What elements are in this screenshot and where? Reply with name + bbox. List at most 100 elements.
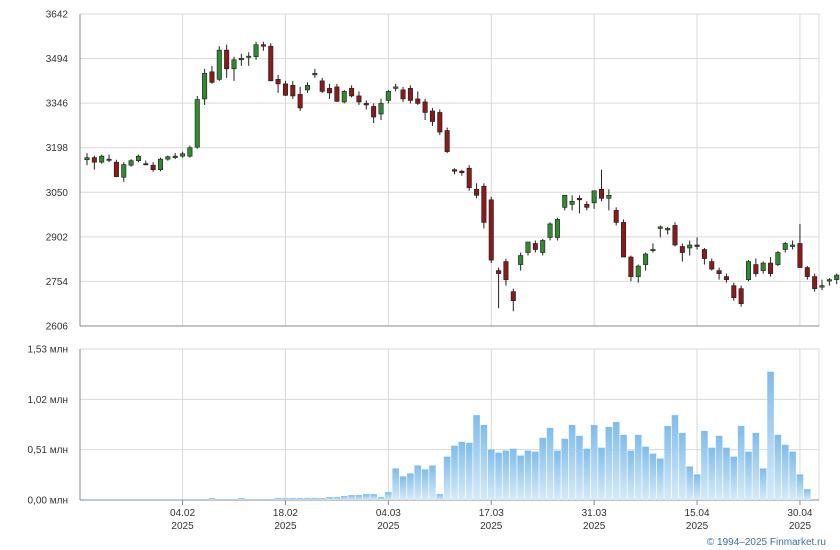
candle	[113, 159, 119, 178]
candle-body	[716, 270, 722, 274]
candle	[282, 80, 288, 96]
candle-body	[393, 86, 399, 89]
volume-y-tick-labels: 1,53 млн 1,02 млн 0,51 млн 0,00 млн	[28, 345, 68, 507]
candle-body	[650, 249, 656, 252]
candle-body	[554, 219, 560, 238]
x-tick-year: 2025	[789, 521, 812, 532]
candle	[554, 217, 560, 241]
volume-bar	[186, 499, 194, 500]
candle-body	[158, 158, 164, 170]
candle-body	[172, 155, 178, 158]
price-grid	[79, 13, 820, 327]
candle	[701, 248, 707, 265]
candle-body	[128, 160, 134, 166]
candle	[826, 278, 832, 286]
candle	[246, 52, 252, 66]
candle-body	[246, 55, 252, 58]
volume-bar	[340, 496, 348, 500]
candle-body	[547, 223, 553, 238]
candle-body	[628, 256, 634, 277]
candle-body	[518, 255, 524, 265]
candle	[165, 155, 171, 161]
candle	[99, 154, 105, 164]
volume-panel: 1,53 млн 1,02 млн 0,51 млн 0,00 млн	[28, 345, 820, 507]
candle	[224, 44, 230, 78]
candle	[613, 207, 619, 226]
x-tick-date: 17.03	[479, 508, 504, 519]
volume-bar	[598, 447, 605, 500]
copyright-text: © 1994–2025 Finmarket.ru	[707, 537, 826, 548]
candle	[356, 91, 362, 105]
volume-bar	[326, 497, 333, 500]
candle-body	[679, 246, 685, 253]
candle	[665, 226, 671, 235]
x-tick-date: 30.04	[787, 508, 812, 519]
x-tick-year: 2025	[171, 521, 194, 532]
candle	[628, 255, 634, 282]
candle-body	[562, 194, 568, 208]
candle-body	[429, 110, 435, 122]
candle-body	[209, 71, 215, 83]
volume-bar	[664, 425, 671, 500]
volume-bar	[392, 468, 399, 500]
candle	[158, 157, 164, 172]
candle-body	[790, 244, 796, 247]
candle	[238, 53, 244, 66]
volume-bar	[487, 449, 495, 500]
candle-body	[665, 228, 671, 231]
volume-bar	[502, 450, 510, 500]
volume-bar	[546, 427, 554, 500]
volume-bar	[171, 499, 179, 500]
candle-body	[694, 244, 700, 247]
candle	[275, 74, 281, 93]
candle-body	[378, 103, 384, 115]
candle-body	[834, 274, 840, 280]
candle	[562, 194, 568, 211]
price-y-tick: 3642	[46, 10, 69, 21]
candle-body	[327, 88, 333, 94]
candle-body	[745, 261, 751, 280]
candle	[106, 154, 112, 163]
volume-bar	[473, 415, 480, 500]
candle	[621, 219, 627, 258]
candle-body	[312, 73, 318, 76]
candle	[731, 282, 737, 301]
candle	[444, 127, 450, 154]
candle	[209, 65, 215, 84]
price-y-tick: 3346	[46, 99, 69, 110]
candle	[650, 243, 656, 253]
volume-bar	[282, 498, 289, 500]
candle-body	[437, 112, 443, 133]
candle	[327, 83, 333, 99]
candle-body	[812, 276, 818, 289]
candle-body	[672, 225, 678, 246]
candle-body	[723, 276, 729, 280]
candle	[304, 82, 310, 93]
candle-body	[474, 188, 480, 196]
candle	[150, 162, 156, 172]
candle	[790, 240, 796, 250]
candle	[180, 151, 186, 158]
candle-body	[687, 244, 693, 249]
candle-body	[635, 265, 641, 277]
candle-body	[459, 170, 465, 174]
candle	[172, 153, 178, 160]
candle	[760, 261, 766, 274]
volume-bar	[679, 432, 686, 500]
price-y-tick: 3050	[46, 188, 69, 199]
candle	[804, 266, 810, 280]
volume-bar	[642, 446, 649, 500]
candle	[91, 155, 97, 170]
volume-bar	[715, 435, 723, 500]
candle	[584, 201, 590, 211]
candle	[422, 98, 428, 121]
volume-bar	[83, 499, 91, 500]
candle	[341, 89, 347, 104]
candle-body	[371, 106, 377, 118]
candle	[187, 145, 193, 158]
candle	[738, 285, 744, 307]
candle-body	[216, 49, 222, 80]
candle	[363, 100, 369, 110]
candle-body	[481, 185, 487, 223]
